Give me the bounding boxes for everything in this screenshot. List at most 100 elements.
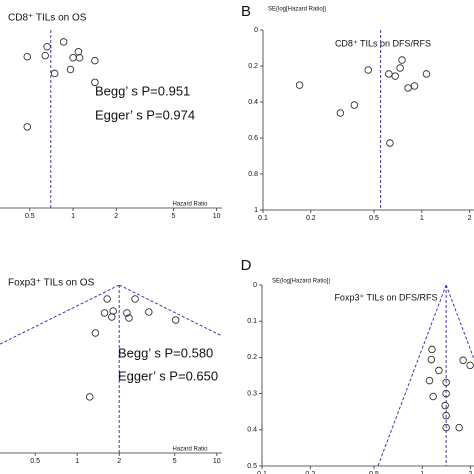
point bbox=[74, 47, 83, 56]
point bbox=[391, 72, 399, 80]
x-tick-label: 2 bbox=[117, 458, 121, 465]
point bbox=[427, 355, 436, 364]
y-tick-label: 1 bbox=[254, 207, 258, 214]
x-tick-label: 2 bbox=[114, 213, 118, 220]
point bbox=[131, 295, 139, 303]
point bbox=[441, 401, 449, 410]
point bbox=[23, 123, 32, 131]
point bbox=[103, 295, 111, 303]
y-tick-label: 0.3 bbox=[247, 390, 257, 397]
point bbox=[364, 66, 372, 74]
y-tick-label: 0.4 bbox=[248, 99, 258, 106]
x-tick-label: 10 bbox=[213, 458, 221, 465]
x-tick-label: 1 bbox=[420, 215, 424, 222]
x-tick-label: 0.5 bbox=[25, 213, 35, 220]
point bbox=[425, 376, 434, 385]
x-tick-label: 0.5 bbox=[369, 471, 379, 474]
point bbox=[442, 389, 450, 398]
point bbox=[410, 82, 419, 90]
y-tick-label: 0.4 bbox=[247, 427, 257, 434]
point bbox=[59, 38, 68, 46]
point bbox=[91, 78, 99, 87]
annotation: Egger’ s P=0.974 bbox=[95, 107, 195, 122]
y-axis-label: SE(log[Hazard Ratio]) bbox=[268, 7, 326, 13]
point bbox=[91, 329, 100, 337]
x-axis-label: Hazard Ratio bbox=[172, 447, 208, 453]
x-tick-label: 0.5 bbox=[30, 458, 40, 465]
panel bbox=[295, 30, 431, 210]
y-tick-label: 0 bbox=[254, 27, 258, 34]
x-tick-label: 1 bbox=[71, 213, 75, 220]
y-axis-label: SE(log[Hazard Ratio]) bbox=[272, 279, 330, 285]
point bbox=[23, 52, 32, 61]
panel-label: B bbox=[241, 3, 251, 20]
y-tick-label: 0.2 bbox=[248, 63, 258, 70]
annotation: Begg’ s P=0.580 bbox=[118, 345, 213, 360]
point bbox=[109, 307, 117, 315]
point bbox=[336, 109, 345, 117]
point bbox=[455, 423, 463, 432]
point bbox=[85, 393, 94, 401]
y-tick-label: 0 bbox=[253, 282, 257, 289]
panel-title: Foxp3⁺ TILs on OS bbox=[8, 278, 95, 289]
point bbox=[404, 84, 412, 92]
point bbox=[422, 70, 431, 78]
y-tick-label: 0.6 bbox=[248, 135, 258, 142]
x-tick-label: 2 bbox=[468, 215, 472, 222]
point bbox=[385, 70, 393, 78]
panel-label: D bbox=[241, 257, 252, 274]
point bbox=[466, 361, 474, 370]
x-tick-label: 5 bbox=[173, 458, 177, 465]
x-tick-label: 1 bbox=[420, 471, 424, 474]
panel bbox=[377, 285, 474, 466]
point bbox=[171, 316, 180, 324]
point bbox=[123, 309, 131, 317]
point bbox=[43, 42, 51, 51]
x-tick-label: 0.2 bbox=[305, 471, 315, 474]
point bbox=[66, 65, 75, 74]
point bbox=[108, 313, 116, 321]
funnel-line bbox=[0, 285, 120, 345]
point bbox=[428, 345, 436, 354]
point bbox=[295, 81, 304, 89]
panel-title: Foxp3⁺ TILs on DFS/RFS bbox=[334, 292, 437, 302]
x-axis-label: Hazard Ratio bbox=[172, 202, 208, 208]
point bbox=[442, 378, 450, 387]
x-tick-label: 5 bbox=[171, 213, 175, 220]
point bbox=[91, 56, 99, 65]
point bbox=[50, 69, 59, 78]
point bbox=[398, 56, 406, 64]
point bbox=[350, 101, 359, 109]
x-tick-label: 0.2 bbox=[306, 215, 316, 222]
x-tick-label: 0.1 bbox=[258, 215, 268, 222]
x-tick-label: 2 bbox=[469, 471, 473, 474]
point bbox=[41, 51, 49, 60]
point bbox=[442, 423, 450, 432]
point bbox=[69, 54, 77, 62]
annotation: Begg’ s P=0.951 bbox=[95, 83, 190, 98]
x-tick-label: 1 bbox=[75, 458, 79, 465]
panel bbox=[0, 285, 222, 453]
point bbox=[100, 309, 109, 317]
annotation: Egger’ s P=0.650 bbox=[118, 368, 218, 383]
point bbox=[396, 64, 404, 72]
point bbox=[75, 54, 84, 62]
point bbox=[459, 356, 467, 365]
funnel-line bbox=[445, 285, 474, 361]
panel-title: CD8⁺ TILs on OS bbox=[8, 13, 87, 24]
panel-title: CD8⁺ TILs on DFS/RFS bbox=[335, 38, 431, 48]
y-tick-label: 0.8 bbox=[248, 171, 258, 178]
point bbox=[125, 314, 133, 322]
y-tick-label: 0.1 bbox=[247, 318, 257, 325]
point bbox=[435, 366, 443, 375]
x-tick-label: 0.5 bbox=[369, 215, 379, 222]
point bbox=[145, 308, 153, 316]
y-tick-label: 0.5 bbox=[247, 463, 257, 470]
funnel-line bbox=[377, 285, 447, 466]
x-tick-label: 0.1 bbox=[257, 471, 267, 474]
point bbox=[429, 392, 437, 401]
point bbox=[442, 411, 450, 420]
y-tick-label: 0.2 bbox=[247, 354, 257, 361]
